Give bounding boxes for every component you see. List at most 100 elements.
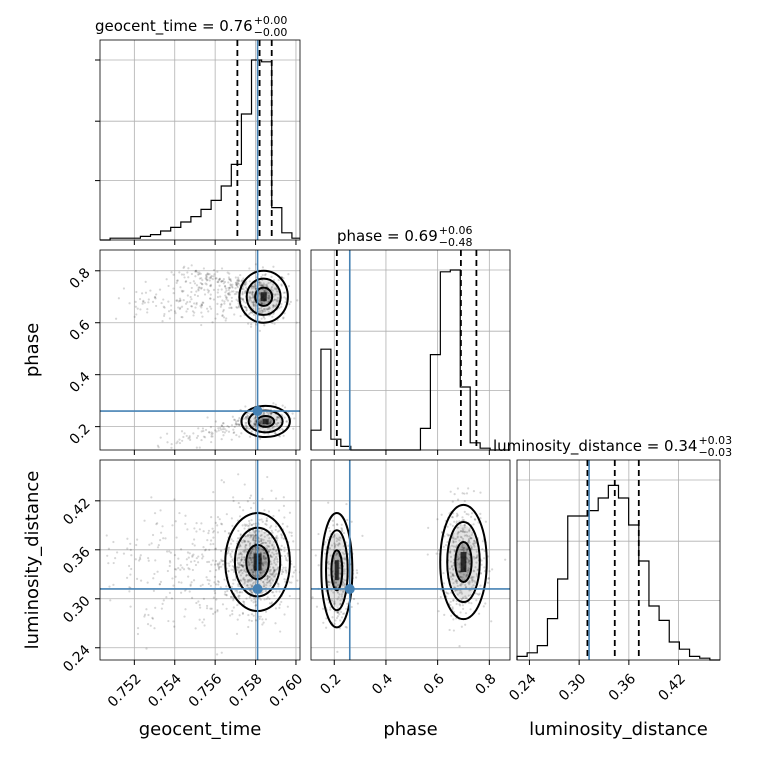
sample-point (200, 438, 203, 442)
sample-point (173, 553, 177, 557)
sample-point (452, 618, 455, 621)
sample-point (274, 305, 277, 308)
sample-point (220, 565, 223, 568)
sample-point (191, 542, 194, 545)
sample-point (235, 305, 238, 309)
sample-point (250, 523, 253, 526)
sample-point (175, 299, 178, 302)
sample-point (224, 319, 227, 322)
sample-point (258, 420, 261, 423)
sample-point (261, 301, 264, 305)
sample-point (238, 571, 241, 574)
sample-point (252, 294, 255, 297)
sample-point (470, 578, 474, 582)
sample-point (264, 522, 267, 525)
contour-line (320, 512, 354, 629)
sample-point (267, 545, 270, 548)
sample-point (165, 550, 169, 553)
sample-point (259, 537, 262, 541)
sample-point (238, 594, 241, 597)
sample-point (251, 582, 255, 585)
sample-point (186, 271, 189, 274)
sample-point (217, 568, 221, 571)
panel-frame (310, 459, 511, 661)
sample-point (221, 299, 224, 302)
sample-point (474, 581, 477, 584)
sample-point (272, 546, 276, 549)
sample-point (267, 295, 271, 298)
sample-point (248, 563, 251, 566)
sample-point (214, 317, 217, 320)
sample-point (240, 553, 244, 556)
sample-point (238, 566, 241, 569)
panel-title-lower: −0.48 (439, 236, 473, 249)
sample-point (260, 420, 263, 423)
sample-point (206, 288, 209, 291)
sample-point (267, 412, 270, 415)
sample-point (330, 544, 334, 547)
sample-point (196, 294, 200, 298)
sample-point (453, 520, 456, 523)
sample-point (331, 519, 335, 522)
sample-point (257, 574, 261, 577)
sample-point (284, 297, 288, 300)
sample-point (268, 307, 271, 310)
sample-point (343, 584, 346, 587)
sample-point (263, 423, 266, 427)
sample-point (455, 512, 459, 515)
sample-point (213, 589, 216, 592)
sample-point (245, 413, 249, 416)
x-tick-label: 0.760 (267, 671, 307, 711)
sample-point (266, 575, 269, 578)
sample-point (139, 557, 142, 561)
sample-point (184, 608, 187, 611)
sample-point (182, 289, 185, 293)
sample-point (207, 273, 210, 276)
sample-point (462, 549, 466, 553)
sample-point (271, 531, 274, 534)
sample-point (126, 547, 129, 550)
sample-point (483, 549, 486, 553)
sample-point (285, 420, 288, 423)
sample-point (484, 602, 487, 605)
panel-title-lower: −0.00 (254, 26, 288, 39)
sample-point (223, 285, 227, 288)
sample-point (245, 573, 248, 576)
sample-point (221, 314, 224, 318)
sample-point (227, 288, 230, 292)
sample-point (266, 544, 269, 547)
truth-point (252, 406, 263, 417)
x-tick-label: 0.8 (473, 671, 500, 698)
sample-point (246, 540, 249, 543)
sample-point (243, 568, 246, 571)
sample-point (237, 563, 241, 566)
sample-point (356, 571, 359, 575)
sample-point (185, 558, 188, 561)
sample-point (162, 305, 165, 308)
sample-point (263, 283, 266, 286)
sample-point (172, 292, 175, 295)
sample-point (182, 452, 184, 454)
sample-point (163, 312, 166, 316)
sample-point (241, 612, 245, 615)
sample-point (272, 312, 275, 316)
sample-point (317, 532, 320, 536)
sample-point (276, 530, 280, 533)
panel-title-upper: +0.06 (439, 224, 473, 237)
sample-point (237, 306, 241, 309)
sample-point (217, 427, 220, 430)
sample-point (208, 548, 211, 551)
sample-point (302, 586, 304, 588)
sample-point (294, 569, 297, 572)
sample-point (230, 568, 233, 571)
sample-point (278, 529, 281, 532)
sample-point (139, 308, 142, 311)
sample-point (273, 298, 277, 301)
x-tick-label: 0.24 (506, 671, 539, 704)
sample-point (342, 553, 346, 556)
sample-point (251, 285, 254, 288)
sample-point (187, 267, 190, 270)
sample-point (189, 583, 192, 586)
sample-point (250, 296, 253, 300)
sample-point (190, 581, 193, 584)
